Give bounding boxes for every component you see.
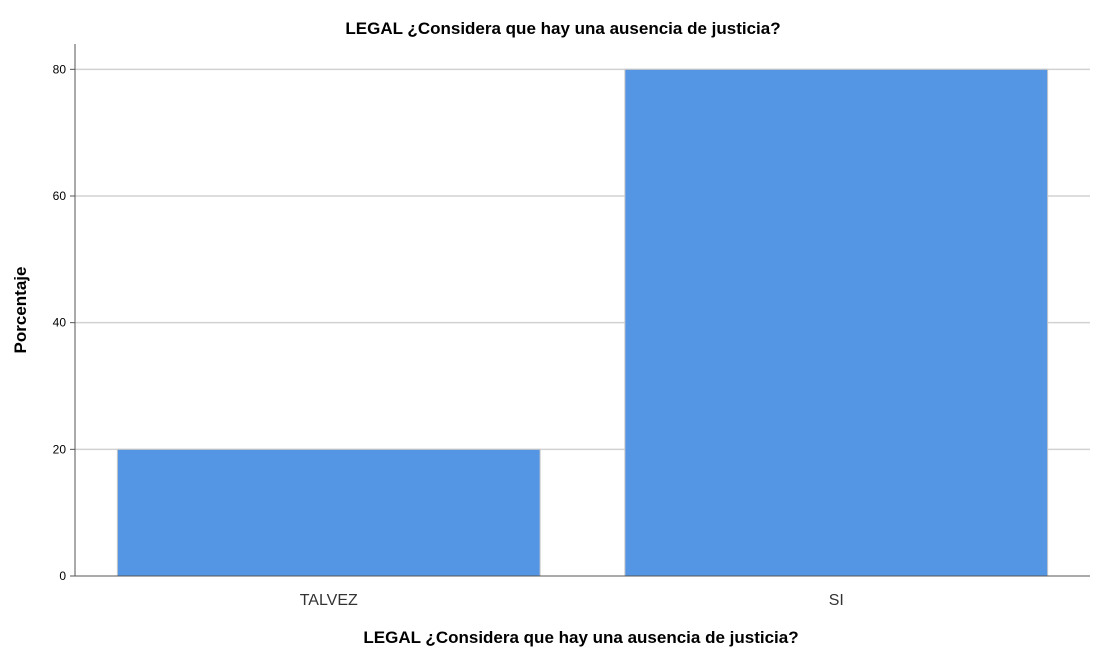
x-tick-label: TALVEZ (300, 592, 358, 609)
y-tick-label: 60 (53, 189, 67, 203)
x-axis-title: LEGAL ¿Considera que hay una ausencia de… (363, 628, 798, 647)
axes (74, 44, 1090, 577)
bar-talvez (116, 448, 541, 577)
y-tick-label: 80 (53, 62, 67, 76)
y-tick-label: 20 (53, 442, 67, 456)
y-tick-label: 40 (53, 316, 67, 330)
y-tick-labels: 0 20 40 60 80 (53, 62, 75, 583)
bar-si (624, 68, 1049, 577)
y-tick-label: 0 (59, 569, 66, 583)
x-tick-label: SI (829, 592, 844, 609)
chart-title: LEGAL ¿Considera que hay una ausencia de… (345, 19, 780, 38)
x-tick-labels: TALVEZ SI (300, 592, 844, 609)
y-axis-title: Porcentaje (11, 267, 30, 354)
